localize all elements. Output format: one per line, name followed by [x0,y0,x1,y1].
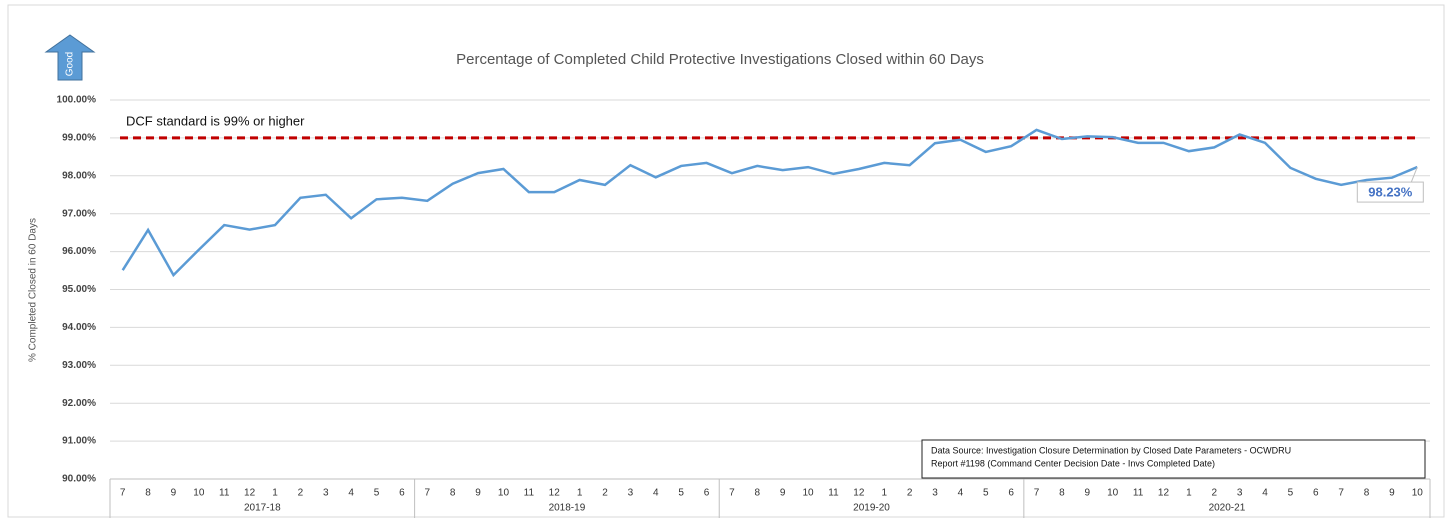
y-tick-label: 92.00% [62,398,96,409]
x-tick-label: 8 [1059,488,1065,499]
x-tick-label: 2 [907,488,913,499]
group-label: 2020-21 [1209,503,1246,514]
x-tick-label: 6 [1313,488,1319,499]
y-tick-label: 96.00% [62,246,96,257]
x-tick-label: 3 [932,488,938,499]
x-tick-label: 7 [729,488,735,499]
chart-frame [7,4,1445,518]
x-tick-label: 3 [628,488,634,499]
y-tick-label: 100.00% [57,95,97,106]
y-tick-label: 99.00% [62,133,96,144]
x-tick-label: 11 [1133,488,1144,499]
x-tick-label: 12 [853,488,865,499]
x-tick-label: 9 [1389,488,1395,499]
x-tick-label: 9 [475,488,481,499]
chart-title: Percentage of Completed Child Protective… [456,51,984,68]
x-tick-label: 7 [1338,488,1344,499]
x-tick-label: 8 [755,488,761,499]
source-line: Report #1198 (Command Center Decision Da… [931,458,1215,468]
y-tick-label: 90.00% [62,474,96,485]
x-tick-label: 5 [1288,488,1294,499]
x-tick-label: 11 [828,488,839,499]
x-tick-label: 5 [983,488,989,499]
group-label: 2018-19 [549,503,586,514]
x-tick-label: 8 [1364,488,1370,499]
x-tick-label: 3 [1237,488,1243,499]
x-tick-label: 2 [1211,488,1217,499]
good-label: Good [65,52,76,76]
x-tick-label: 1 [272,488,278,499]
x-tick-label: 7 [120,488,126,499]
y-tick-label: 91.00% [62,436,96,447]
x-tick-label: 12 [549,488,561,499]
x-tick-label: 8 [450,488,456,499]
x-tick-label: 2 [298,488,304,499]
group-label: 2019-20 [853,503,890,514]
y-tick-label: 93.00% [62,360,96,371]
x-tick-label: 11 [219,488,230,499]
x-tick-label: 12 [244,488,256,499]
series-line [121,128,1418,278]
x-tick-label: 10 [498,488,510,499]
x-tick-label: 4 [1262,488,1268,499]
x-tick-label: 1 [1186,488,1192,499]
x-tick-label: 1 [577,488,583,499]
y-tick-label: 98.00% [62,170,96,181]
y-axis-label: % Completed Closed in 60 Days [28,218,39,362]
label-box [1356,181,1424,203]
x-tick-label: 2 [602,488,608,499]
x-tick-label: 6 [1008,488,1014,499]
x-tick-label: 11 [524,488,535,499]
x-tick-label: 4 [653,488,659,499]
reference-label: DCF standard is 99% or higher [126,113,305,128]
source-line: Data Source: Investigation Closure Deter… [931,445,1291,455]
x-tick-label: 9 [1085,488,1091,499]
x-tick-label: 7 [425,488,431,499]
x-tick-label: 7 [1034,488,1040,499]
x-tick-label: 4 [958,488,964,499]
x-tick-label: 9 [780,488,786,499]
y-tick-label: 97.00% [62,208,96,219]
label-leader [1410,166,1418,183]
x-tick-label: 3 [323,488,329,499]
x-tick-label: 5 [374,488,380,499]
x-tick-label: 1 [881,488,887,499]
x-tick-label: 10 [1412,488,1424,499]
source-box [921,439,1426,479]
x-tick-label: 12 [1158,488,1170,499]
x-tick-label: 4 [348,488,354,499]
data-label: 98.23% [1368,185,1413,200]
y-tick-label: 95.00% [62,284,96,295]
x-tick-label: 6 [399,488,405,499]
x-tick-label: 10 [193,488,205,499]
x-tick-label: 5 [678,488,684,499]
x-tick-label: 10 [803,488,815,499]
x-tick-label: 8 [145,488,151,499]
y-tick-label: 94.00% [62,322,96,333]
x-tick-label: 9 [171,488,177,499]
x-tick-label: 10 [1107,488,1119,499]
group-label: 2017-18 [244,503,281,514]
good-arrow [44,34,96,81]
x-tick-label: 6 [704,488,710,499]
